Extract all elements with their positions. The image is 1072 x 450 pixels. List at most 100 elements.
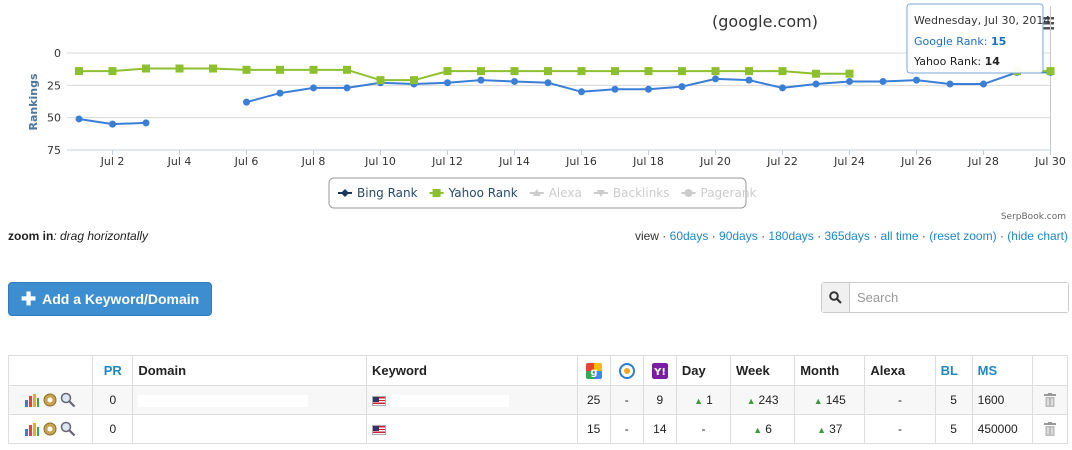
table-row: 0 25 - 9 ▲ 1 ▲ 243 ▲ 145 - 5 1600: [7, 385, 1069, 415]
keyword-cell[interactable]: [366, 385, 578, 415]
data-point: [511, 77, 518, 85]
svg-text:g: g: [590, 367, 597, 378]
data-point: [243, 98, 250, 106]
delete-cell: [1031, 385, 1069, 415]
rankings-chart[interactable]: (google.com) 0 25 50 75 Jul 2 Jul 4 Jul 6 Jul …: [0, 0, 1072, 225]
view-90days-link[interactable]: 90days: [719, 229, 758, 243]
view-365days-link[interactable]: 365days: [824, 229, 870, 243]
trash-icon[interactable]: [1043, 393, 1056, 408]
x-tick-label: Jul 14: [498, 155, 530, 168]
ms-header[interactable]: MS: [971, 355, 1033, 386]
chart-icon[interactable]: [24, 392, 40, 408]
magnify-icon[interactable]: [60, 392, 76, 408]
menu-icon[interactable]: [1042, 17, 1054, 30]
bing-header[interactable]: [609, 355, 644, 386]
reset-zoom-link[interactable]: (reset zoom): [929, 229, 997, 243]
delete-cell: [1031, 414, 1069, 444]
search-icon[interactable]: [822, 283, 850, 312]
alexa-header[interactable]: Alexa: [864, 355, 936, 386]
add-keyword-button[interactable]: ✚ Add a Keyword/Domain: [8, 282, 212, 316]
legend-item-bing-rank[interactable]: Bing Rank: [338, 186, 418, 200]
legend-item-alexa[interactable]: Alexa: [529, 186, 582, 200]
data-point: [778, 67, 787, 76]
ms-cell: 1600: [971, 385, 1033, 415]
y-tick-label: 25: [47, 79, 61, 92]
chart-title: (google.com): [712, 12, 818, 31]
search-input[interactable]: [850, 283, 1068, 312]
zoom-hint: zoom in: drag horizontally: [8, 229, 148, 243]
legend-item-yahoo-rank[interactable]: Yahoo Rank: [429, 186, 518, 200]
google-header[interactable]: g: [576, 355, 611, 386]
tooltip-google-rank: Google Rank: 15: [914, 35, 1006, 48]
data-point: [544, 67, 552, 76]
legend-item-backlinks[interactable]: Backlinks: [593, 186, 670, 200]
chart-credit[interactable]: SerpBook.com: [1001, 212, 1066, 222]
data-point: [745, 76, 753, 84]
google-rank-cell: 25: [576, 385, 611, 415]
legend-symbol: [596, 190, 605, 197]
month-header[interactable]: Month: [794, 355, 866, 386]
week-header[interactable]: Week: [730, 355, 796, 386]
view-60days-link[interactable]: 60days: [669, 229, 709, 243]
view-180days-link[interactable]: 180days: [768, 229, 814, 243]
keyword-masked: [389, 394, 510, 407]
week-change-cell: ▲ 6: [730, 414, 796, 444]
view-all-time-link[interactable]: all time: [880, 229, 919, 243]
view-label: view ·: [634, 229, 667, 243]
x-tick-label: Jul 16: [565, 155, 597, 168]
settings-icon[interactable]: [42, 421, 58, 437]
plus-icon: ✚: [21, 289, 37, 309]
bing-rank-cell: -: [609, 385, 644, 415]
day-header[interactable]: Day: [675, 355, 732, 386]
x-tick-label: Jul 30: [1034, 155, 1066, 168]
table-row: 0 15 - 14 - ▲ 6 ▲ 37 - 5 450000: [7, 414, 1069, 444]
data-point: [242, 65, 251, 74]
search-box: [821, 282, 1069, 313]
row-actions: [7, 414, 94, 444]
x-tick-label: Jul 26: [900, 155, 932, 168]
yahoo-header[interactable]: Y!: [642, 355, 677, 386]
keyword-cell[interactable]: [366, 414, 578, 444]
month-change-cell: ▲ 145: [794, 385, 866, 415]
legend-label: Yahoo Rank: [448, 186, 518, 200]
zoom-hint-bold: zoom in: [8, 229, 54, 243]
data-point: [1046, 67, 1055, 76]
magnify-icon[interactable]: [60, 421, 76, 437]
domain-header[interactable]: Domain: [132, 355, 367, 386]
domain-cell[interactable]: [132, 414, 367, 444]
domain-masked: [138, 394, 309, 407]
legend-item-pagerank[interactable]: Pagerank: [681, 186, 757, 200]
bl-cell: 5: [934, 385, 973, 415]
x-tick-label: Jul 6: [234, 155, 259, 168]
x-tick-label: Jul 20: [699, 155, 731, 168]
bl-header[interactable]: BL: [934, 355, 973, 386]
legend-symbol: [684, 189, 693, 197]
data-point: [611, 85, 619, 93]
data-point: [108, 67, 117, 76]
trash-icon[interactable]: [1043, 422, 1056, 437]
chart-icon[interactable]: [24, 421, 40, 437]
x-tick-label: Jul 10: [364, 155, 396, 168]
google-icon: g: [585, 362, 602, 379]
bing-rank-cell: -: [609, 414, 644, 444]
up-arrow-icon: ▲: [694, 396, 704, 406]
us-flag-icon: [372, 424, 386, 435]
us-flag-icon: [372, 395, 386, 406]
up-arrow-icon: ▲: [753, 425, 763, 435]
tooltip-yahoo-rank: Yahoo Rank: 14: [913, 55, 1000, 68]
settings-icon[interactable]: [42, 392, 58, 408]
pr-header[interactable]: PR: [92, 355, 134, 386]
hide-chart-link[interactable]: (hide chart): [1007, 229, 1068, 243]
domain-cell[interactable]: [132, 385, 367, 415]
keyword-header[interactable]: Keyword: [366, 355, 578, 386]
legend-symbol: [341, 189, 349, 197]
data-point: [477, 76, 485, 84]
data-point: [209, 64, 217, 73]
data-point: [310, 84, 317, 92]
data-point: [845, 69, 854, 78]
data-point: [376, 76, 385, 85]
data-point: [510, 67, 519, 76]
bl-cell: 5: [934, 414, 973, 444]
data-point: [343, 84, 351, 92]
week-change-cell: ▲ 243: [730, 385, 796, 415]
